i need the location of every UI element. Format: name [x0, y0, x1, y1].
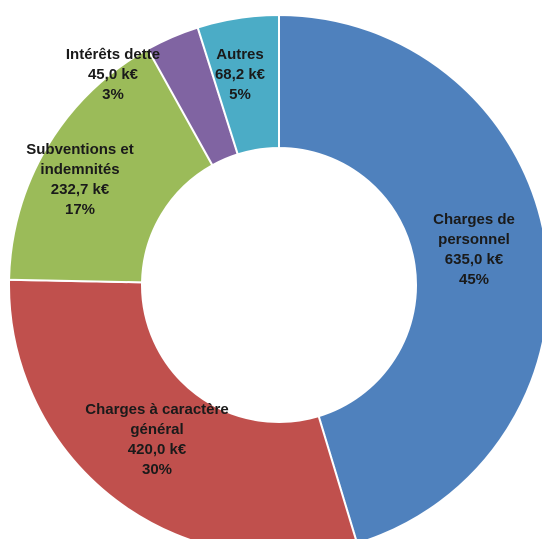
label-value: 68,2 k€	[214, 66, 266, 83]
label-percent: 17%	[64, 201, 96, 218]
slice	[196, 13, 280, 156]
label-percent: 5%	[229, 86, 251, 103]
data-label: Charges à caractère général 420,0 k€ 30%	[72, 400, 242, 480]
data-label: Subventions et indemnités 232,7 k€ 17%	[5, 140, 155, 220]
label-value: 232,7 k€	[50, 181, 110, 198]
data-label: Charges de personnel 635,0 k€ 45%	[419, 210, 529, 290]
slice	[8, 278, 357, 539]
label-percent: 3%	[102, 86, 124, 103]
slice	[278, 13, 542, 539]
label-name: Subventions et indemnités	[26, 141, 134, 178]
label-name: Autres	[216, 46, 264, 63]
label-name: Charges à caractère général	[85, 401, 229, 438]
data-label: Autres 68,2 k€ 5%	[200, 45, 280, 105]
data-label: Intérêts dette 45,0 k€ 3%	[58, 45, 168, 105]
label-name: Intérêts dette	[65, 46, 161, 63]
label-value: 635,0 k€	[444, 251, 504, 268]
label-value: 45,0 k€	[87, 66, 139, 83]
label-value: 420,0 k€	[127, 441, 187, 458]
label-name: Charges de personnel	[433, 211, 515, 248]
slice	[8, 47, 214, 284]
label-percent: 45%	[458, 271, 490, 288]
label-percent: 30%	[141, 461, 173, 478]
